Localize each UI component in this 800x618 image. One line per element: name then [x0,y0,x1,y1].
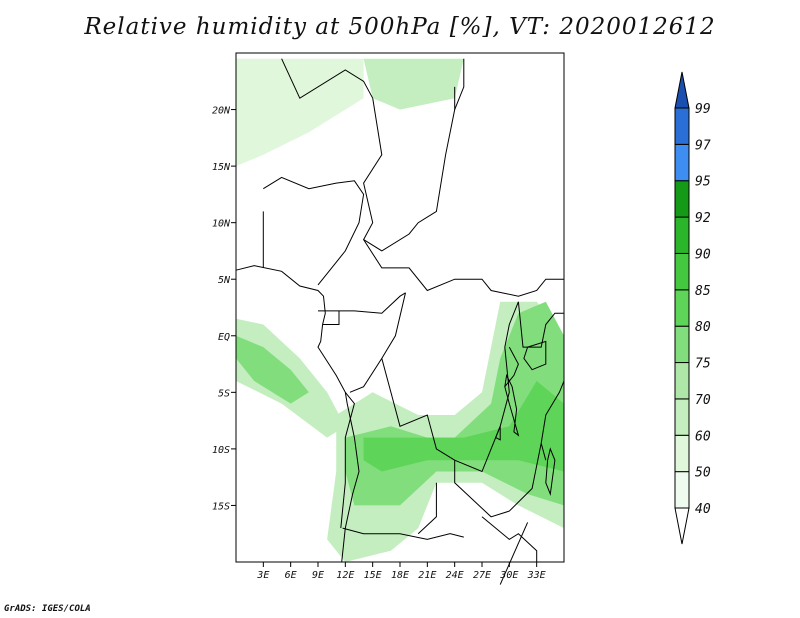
humidity-region-gulf-of-guinea-core [236,335,309,404]
colorbar-label-40: 40 [695,502,711,517]
lon-tick-label-24E: 24E [446,570,464,581]
lon-tick-label-3E: 3E [256,570,269,581]
colorbar: 40 50 60 70 75 80 85 90 92 95 97 99 [674,71,711,545]
humidity-region-northwest-humid-band [236,58,364,167]
lon-tick-label-9E: 9E [312,570,324,581]
lat-tick-label-20N: 20N [212,106,231,117]
lon-tick-label-30E: 30E [499,570,518,581]
colorbar-segment-95 [674,143,690,182]
lake-outline-0 [504,373,520,437]
lat-tick-label-15S: 15S [212,501,230,512]
country-border-7 [318,292,406,314]
colorbar-segment-50 [674,434,690,473]
country-border-11 [340,391,355,529]
colorbar-segment-75 [674,325,690,364]
country-border-18 [481,516,538,562]
humidity-region-central-africa-core [363,381,564,472]
colorbar-label-80: 80 [695,320,711,335]
colorbar-label-92: 92 [695,211,711,226]
lat-tick-label-10S: 10S [212,445,230,456]
country-border-2 [362,86,456,252]
lat-tick-label-EQ: EQ [218,332,230,343]
colorbar-segment-80 [674,289,690,327]
country-border-13 [417,482,437,535]
colorbar-label-99: 99 [695,102,711,117]
lat-tick-label-5S: 5S [218,388,230,399]
colorbar-label-85: 85 [695,284,711,299]
lake-outline-3 [495,426,501,441]
colorbar-label-95: 95 [695,175,711,190]
country-border-8 [322,310,340,325]
colorbar-segment-90 [674,216,690,254]
lat-tick-label-10N: 10N [212,219,231,230]
map-panel: 20N 15N 10N 5N EQ 5S 10S 15S 3E 6E 9E 12E 15E 18E 21E… [212,52,565,585]
colorbar-lower-arrow [674,507,690,545]
country-border-6 [363,239,564,297]
country-border-1 [281,58,374,99]
latitude-axis: 20N 15N 10N 5N EQ 5S 10S 15S [212,106,236,512]
chart-title: Relative humidity at 500hPa [%], VT: 202… [84,14,716,40]
colorbar-segment-70 [674,362,690,400]
colorbar-label-90: 90 [695,247,711,262]
country-border-10 [381,301,519,473]
longitude-axis: 3E 6E 9E 12E 15E 18E 21E 24E 27E 30E 33E [256,562,546,581]
colorbar-label-60: 60 [695,429,711,444]
lon-tick-label-21E: 21E [418,570,436,581]
lat-tick-label-15N: 15N [212,162,231,173]
colorbar-upper-arrow [674,71,690,109]
lon-tick-label-6E: 6E [285,570,297,581]
colorbar-label-50: 50 [695,466,711,481]
country-border-15 [540,380,565,444]
country-border-19 [499,522,529,585]
humidity-fill-layer [236,58,564,562]
colorbar-label-75: 75 [695,357,711,372]
colorbar-segment-40 [674,471,690,509]
country-border-5 [263,176,365,286]
colorbar-segment-92 [674,180,690,218]
colorbar-label-97: 97 [695,138,711,153]
country-border-3 [454,58,465,110]
humidity-region-north-central-humid [363,58,464,110]
lon-tick-label-15E: 15E [364,570,382,581]
country-border-16 [517,301,564,348]
lake-outline-1 [523,340,547,371]
colorbar-segment-60 [674,398,690,436]
country-border-12 [342,527,464,540]
lon-tick-label-33E: 33E [527,570,546,581]
colorbar-segment-85 [674,252,690,291]
grads-credit: GrADS: IGES/COLA [4,604,91,614]
colorbar-label-70: 70 [695,393,711,408]
lon-tick-label-12E: 12E [336,570,354,581]
lat-tick-label-5N: 5N [218,275,231,286]
lon-tick-label-27E: 27E [473,570,491,581]
lon-tick-label-18E: 18E [391,570,409,581]
colorbar-segment-97 [674,107,690,145]
coastline-0 [235,265,360,563]
lake-outline-2 [545,447,556,497]
